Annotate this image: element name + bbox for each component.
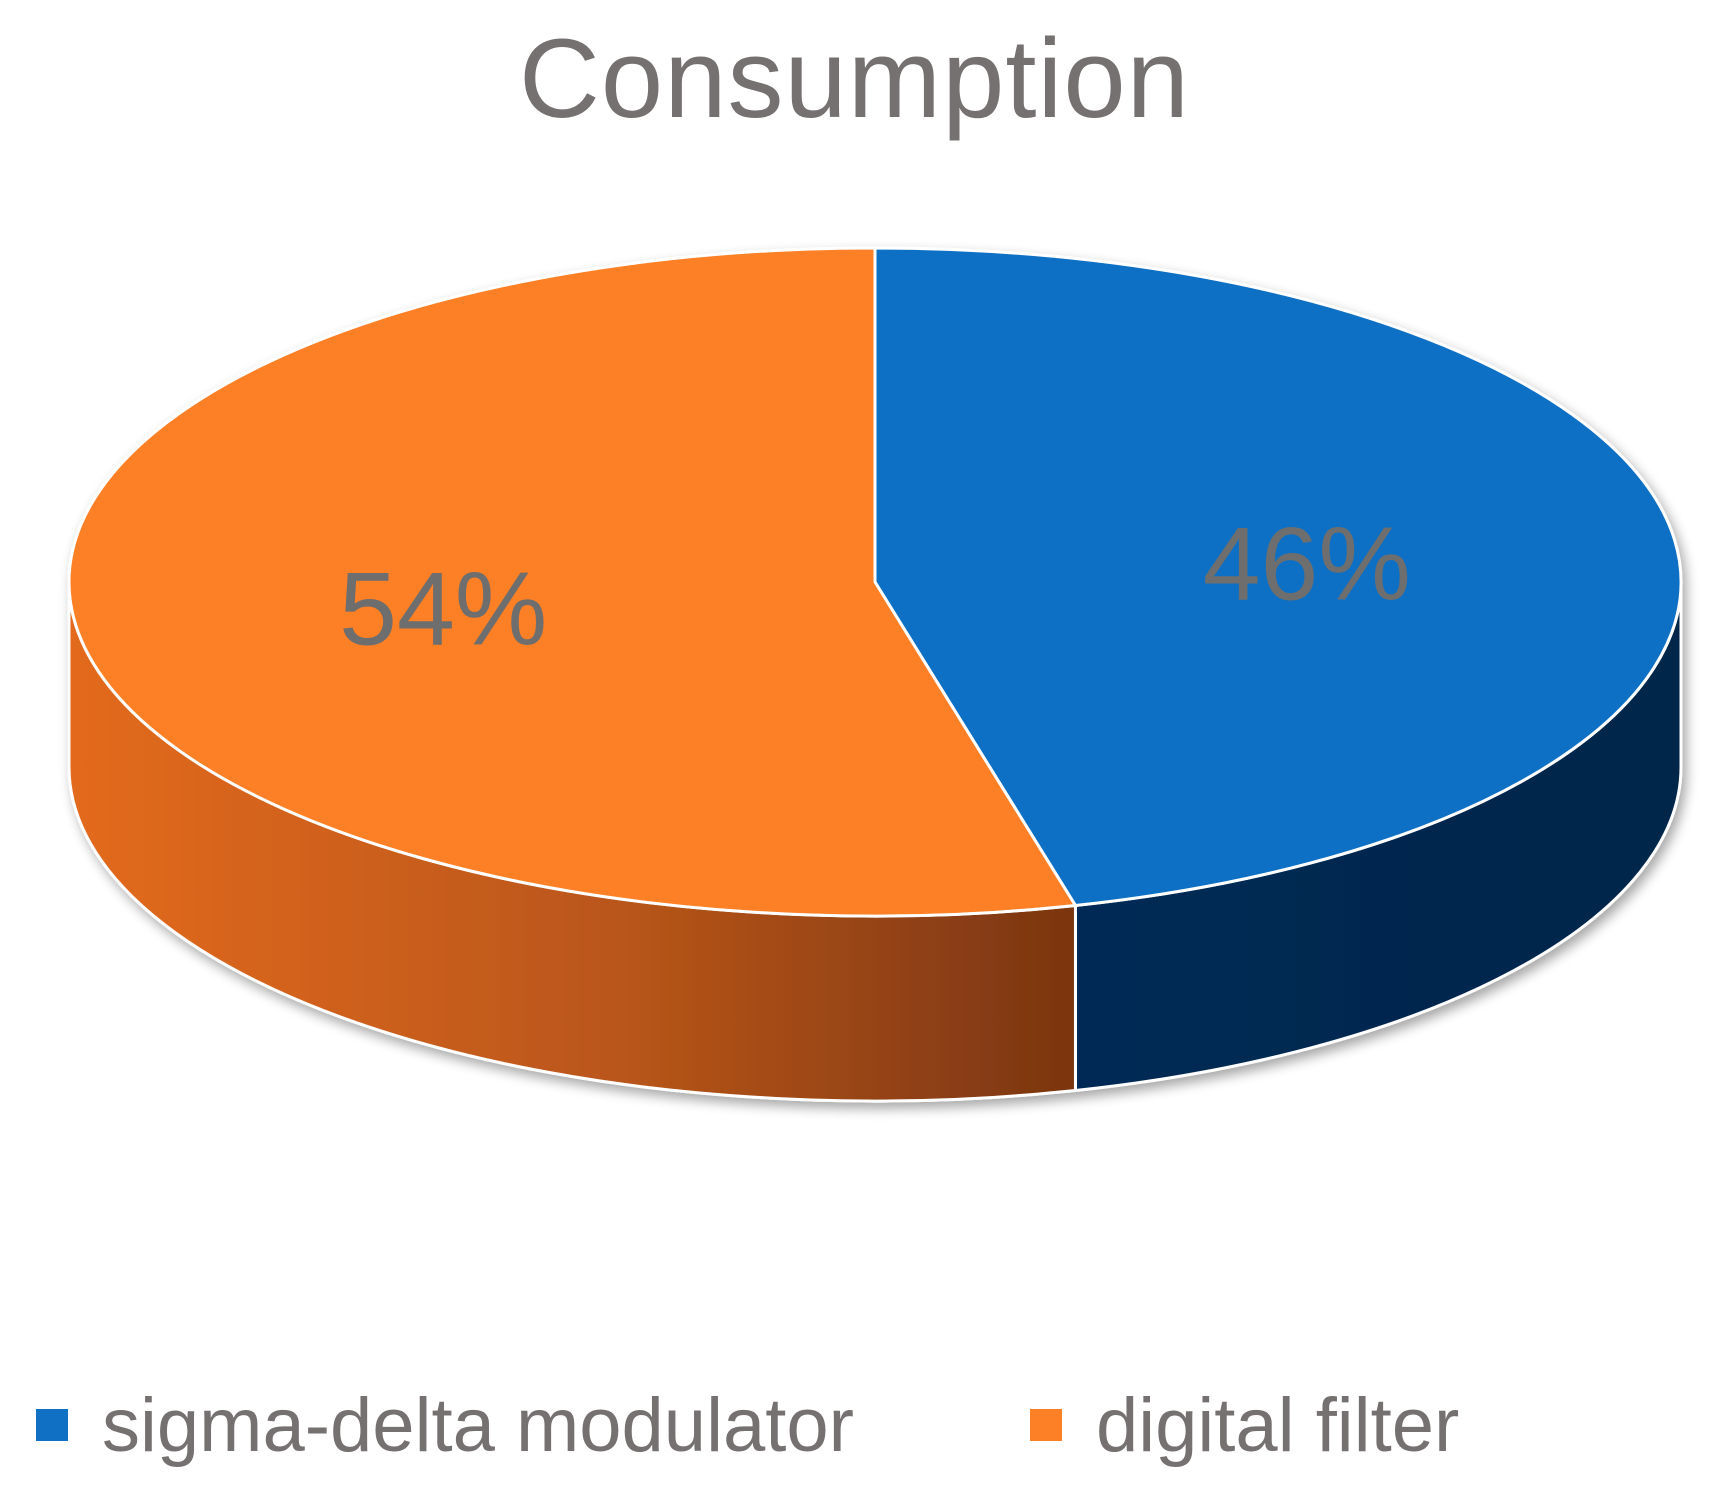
legend-swatch-sigma-delta-modulator: [36, 1409, 68, 1441]
data-label-sigma-delta-modulator: 46%: [1203, 506, 1411, 622]
pie-slice-sigma-delta-modulator: [873, 246, 1683, 908]
legend-swatch-digital-filter: [1030, 1409, 1062, 1441]
legend-item-sigma-delta-modulator: sigma-delta modulator: [36, 1380, 854, 1470]
legend-item-digital-filter: digital filter: [1030, 1380, 1459, 1470]
chart-title: Consumption: [519, 16, 1190, 141]
data-label-digital-filter: 54%: [339, 552, 547, 668]
legend-label-sigma-delta-modulator: sigma-delta modulator: [102, 1382, 854, 1468]
legend: sigma-delta modulator digital filter: [0, 1380, 1709, 1470]
pie-slice-digital-filter: [67, 246, 1077, 918]
legend-label-digital-filter: digital filter: [1096, 1382, 1460, 1468]
